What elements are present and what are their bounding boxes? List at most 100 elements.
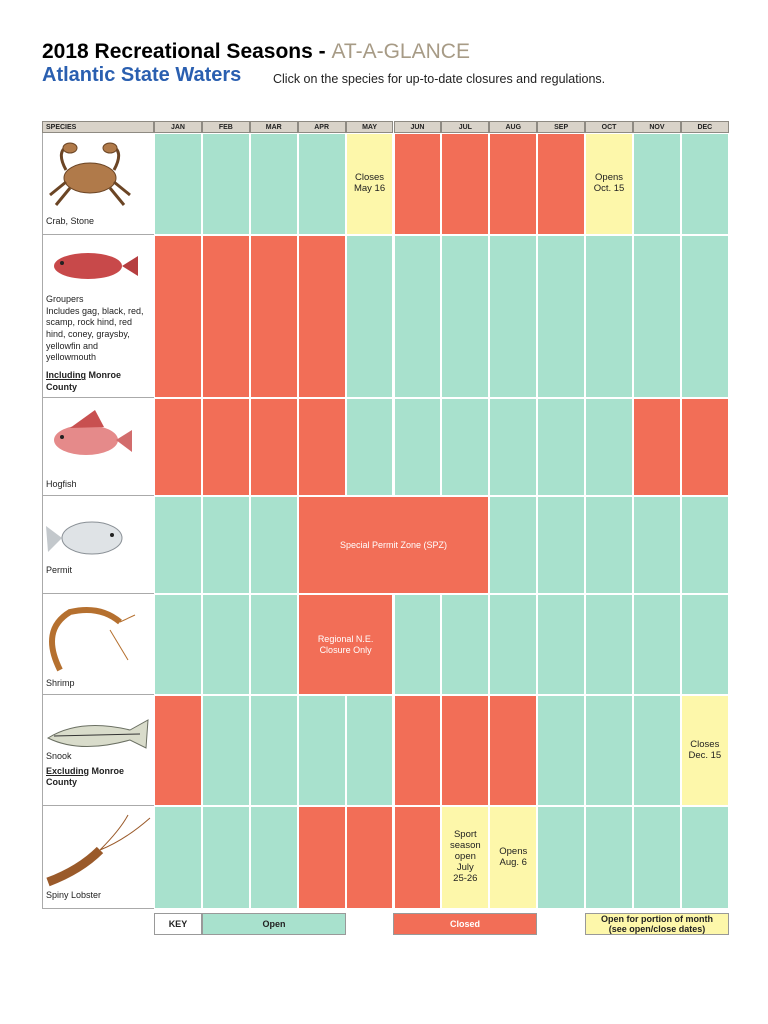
season-cell bbox=[393, 594, 442, 695]
season-cell bbox=[585, 594, 633, 695]
season-cell bbox=[680, 496, 729, 594]
title: 2018 Recreational Seasons - bbox=[42, 40, 332, 63]
key-item: Open for portion of month (see open/clos… bbox=[585, 913, 729, 935]
season-cell bbox=[489, 496, 538, 594]
qualifier-emphasis: Including bbox=[46, 370, 86, 381]
species-name[interactable]: Groupers bbox=[46, 294, 84, 304]
season-cell bbox=[154, 133, 202, 235]
season-cell bbox=[393, 235, 442, 398]
season-cell bbox=[249, 133, 298, 235]
month-header: APR bbox=[297, 121, 346, 133]
month-header: NOV bbox=[633, 121, 681, 133]
season-cell bbox=[393, 806, 442, 909]
season-cell bbox=[154, 398, 202, 496]
season-cell bbox=[633, 133, 681, 235]
title-line: 2018 Recreational Seasons - AT-A-GLANCE bbox=[42, 40, 470, 64]
title-accent: AT-A-GLANCE bbox=[331, 40, 470, 63]
season-cell bbox=[201, 594, 250, 695]
species-label[interactable]: Crab, Stone bbox=[46, 216, 146, 228]
species-label[interactable]: Permit bbox=[46, 565, 146, 577]
season-cell bbox=[680, 398, 729, 496]
season-cell bbox=[585, 806, 633, 909]
season-cell bbox=[393, 133, 442, 235]
subtitle: Atlantic State Waters bbox=[42, 64, 242, 86]
season-cell bbox=[201, 496, 250, 594]
qualifier-emphasis: Excluding bbox=[46, 765, 90, 776]
season-cell bbox=[633, 235, 681, 398]
season-cell bbox=[154, 695, 202, 806]
season-cell bbox=[537, 133, 586, 235]
season-cell bbox=[345, 806, 394, 909]
season-cell bbox=[345, 695, 394, 806]
season-cell bbox=[680, 133, 729, 235]
season-cell bbox=[297, 398, 346, 496]
species-label[interactable]: Hogfish bbox=[46, 479, 146, 491]
season-cell bbox=[249, 398, 298, 496]
season-cell bbox=[585, 398, 633, 496]
season-cell bbox=[297, 806, 346, 909]
season-cell bbox=[441, 695, 490, 806]
month-header: DEC bbox=[680, 121, 729, 133]
season-cell bbox=[537, 594, 586, 695]
species-name[interactable]: Hogfish bbox=[46, 479, 77, 489]
season-cell: Opens Aug. 6 bbox=[489, 806, 538, 909]
species-label[interactable]: Groupers Includes gag, black, red, scamp,… bbox=[46, 294, 146, 394]
season-cell bbox=[201, 235, 250, 398]
season-cell: Opens Oct. 15 bbox=[585, 133, 633, 235]
season-cell bbox=[393, 398, 442, 496]
qualifier: Excluding Monroe County bbox=[46, 766, 146, 789]
season-cell bbox=[680, 806, 729, 909]
instruction: Click on the species for up-to-date clos… bbox=[273, 72, 606, 86]
species-label[interactable]: Spiny Lobster bbox=[46, 890, 146, 902]
season-cell bbox=[441, 398, 490, 496]
season-cell bbox=[633, 398, 681, 496]
season-cell bbox=[633, 496, 681, 594]
season-cell bbox=[201, 806, 250, 909]
month-header: AUG bbox=[489, 121, 538, 133]
species-name[interactable]: Spiny Lobster bbox=[46, 890, 102, 900]
season-cell bbox=[345, 398, 394, 496]
season-cell bbox=[537, 496, 586, 594]
season-cell bbox=[297, 133, 346, 235]
qualifier-text: Monroe County bbox=[46, 370, 121, 392]
qualifier-text: Monroe County bbox=[46, 765, 125, 788]
month-header: JAN bbox=[154, 121, 202, 133]
season-cell bbox=[489, 235, 538, 398]
season-cell bbox=[249, 806, 298, 909]
qualifier: Including Monroe County bbox=[46, 370, 146, 393]
species-label[interactable]: Shrimp bbox=[46, 678, 146, 690]
season-cell bbox=[154, 594, 202, 695]
species-header: SPECIES bbox=[42, 121, 154, 133]
season-cell bbox=[489, 398, 538, 496]
season-cell bbox=[489, 133, 538, 235]
species-cell[interactable] bbox=[42, 496, 154, 594]
season-cell: Sport season open July 25-26 bbox=[441, 806, 490, 909]
key-label: KEY bbox=[154, 913, 202, 935]
species-name[interactable]: Permit bbox=[46, 565, 73, 575]
season-cell bbox=[441, 235, 490, 398]
season-cell bbox=[249, 235, 298, 398]
season-cell bbox=[537, 235, 586, 398]
season-cell bbox=[201, 695, 250, 806]
species-cell[interactable] bbox=[42, 695, 154, 806]
season-cell bbox=[249, 594, 298, 695]
species-name[interactable]: Snook bbox=[46, 751, 72, 761]
season-cell: Closes May 16 bbox=[345, 133, 394, 235]
season-cell bbox=[537, 806, 586, 909]
season-cell bbox=[489, 695, 538, 806]
species-details: Includes gag, black, red, scamp, rock hi… bbox=[46, 305, 144, 363]
season-cell bbox=[201, 398, 250, 496]
season-cell bbox=[154, 235, 202, 398]
season-cell bbox=[537, 695, 586, 806]
species-name[interactable]: Shrimp bbox=[46, 678, 75, 688]
species-label[interactable]: Snook Excluding Monroe County bbox=[46, 751, 146, 789]
season-cell bbox=[680, 235, 729, 398]
key-item: Open bbox=[202, 913, 346, 935]
season-cell bbox=[297, 235, 346, 398]
season-cell bbox=[537, 398, 586, 496]
season-cell bbox=[585, 496, 633, 594]
species-name[interactable]: Crab, Stone bbox=[46, 216, 95, 226]
season-cell bbox=[249, 695, 298, 806]
